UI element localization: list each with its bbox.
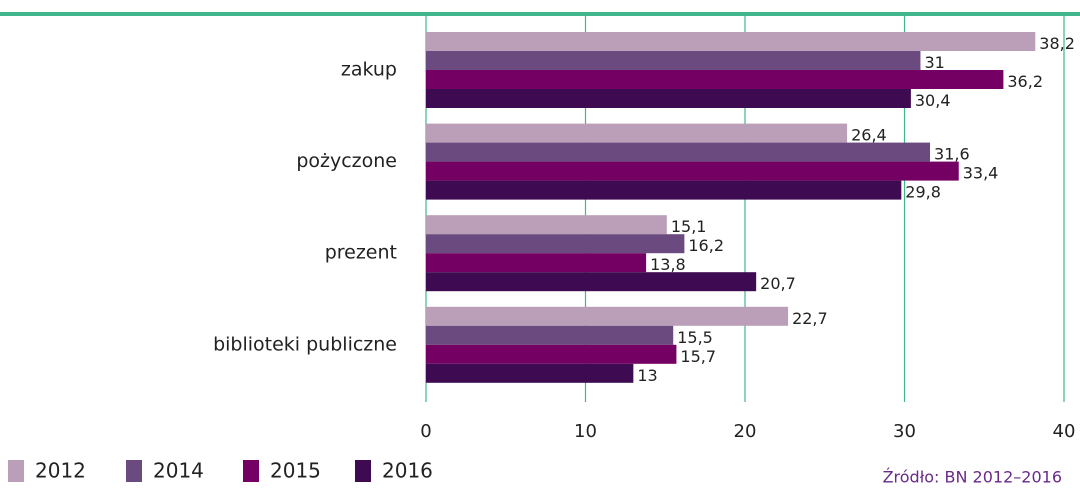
x-tick-label: 10 [574,421,597,442]
legend-label: 2015 [270,459,321,483]
legend-swatch [126,460,142,482]
y-tick-label: prezent [325,242,397,264]
y-tick-label: zakup [341,59,397,81]
legend-swatch [243,460,259,482]
x-tick-label: 40 [1053,421,1076,442]
bar [426,161,959,181]
legend-label: 2016 [382,459,433,483]
value-label: 30,4 [915,91,951,110]
bar [426,70,1004,89]
value-label: 15,7 [680,347,716,366]
y-tick-label: biblioteki publiczne [213,333,397,355]
value-label: 15,1 [671,217,707,236]
bar [426,32,1036,51]
value-label: 13 [637,366,657,385]
bar [426,272,757,292]
legend-swatch [8,460,24,482]
bar [426,344,677,364]
bar [426,234,685,254]
x-tick-label: 30 [893,421,916,442]
value-label: 13,8 [650,255,686,274]
bar [426,325,674,345]
x-tick-label: 20 [734,421,757,442]
value-label: 29,8 [905,183,941,202]
bar [426,123,848,143]
value-label: 26,4 [851,126,887,145]
legend-swatch [355,460,371,482]
bar [426,306,789,326]
bar [426,89,911,108]
legend-label: 2014 [153,459,204,483]
value-label: 20,7 [760,274,796,293]
bar [426,180,902,200]
bar [426,215,667,235]
source-note: Źródło: BN 2012–2016 [883,468,1062,487]
value-label: 36,2 [1007,72,1043,91]
legend-label: 2012 [35,459,86,483]
x-tick-label: 0 [420,421,431,442]
value-label: 38,2 [1039,34,1075,53]
top-rule [0,12,1080,16]
bar [426,142,931,162]
value-label: 22,7 [792,309,828,328]
bar [426,51,921,70]
value-label: 16,2 [688,236,724,255]
value-label: 31 [924,53,944,72]
bar [426,363,634,383]
value-label: 15,5 [677,328,713,347]
y-tick-label: pożyczone [296,150,397,172]
bar [426,253,647,273]
value-label: 31,6 [934,145,970,164]
value-label: 33,4 [963,164,999,183]
